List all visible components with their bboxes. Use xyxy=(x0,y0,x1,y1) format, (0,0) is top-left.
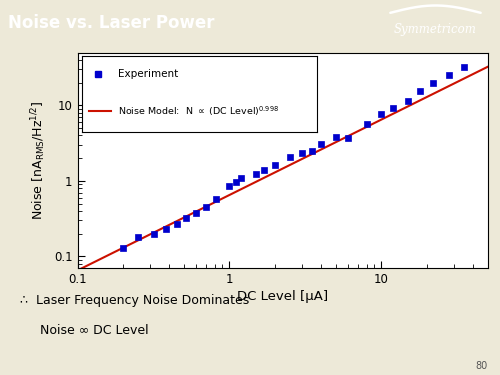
Text: Symmetricom: Symmetricom xyxy=(394,23,477,36)
Text: Noise ∞ DC Level: Noise ∞ DC Level xyxy=(20,324,148,338)
X-axis label: DC Level [μA]: DC Level [μA] xyxy=(237,290,328,303)
Text: Noise vs. Laser Power: Noise vs. Laser Power xyxy=(8,14,214,32)
Text: 80: 80 xyxy=(475,361,488,371)
Text: ∴  Laser Frequency Noise Dominates: ∴ Laser Frequency Noise Dominates xyxy=(20,294,249,307)
Y-axis label: Noise $[\mathregular{nA_{RMS}/Hz^{1/2}}]$: Noise $[\mathregular{nA_{RMS}/Hz^{1/2}}]… xyxy=(30,100,48,220)
